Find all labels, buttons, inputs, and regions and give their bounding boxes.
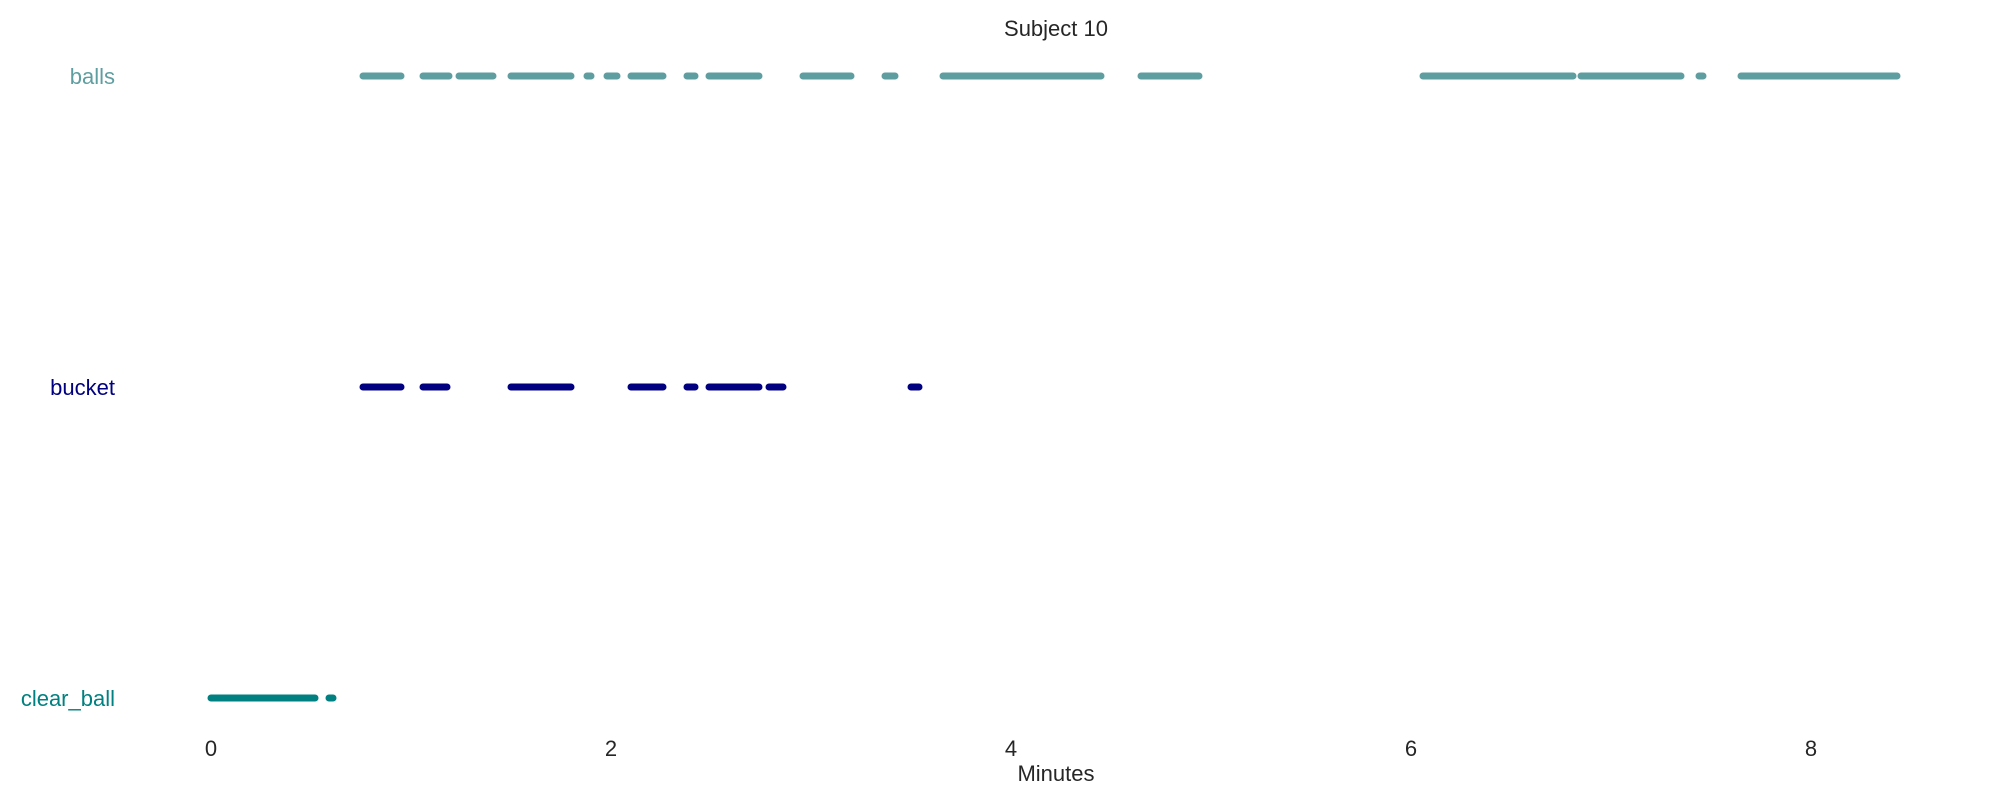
x-tick-label: 4 [1005,736,1017,761]
x-axis-ticks: 0 2 4 6 8 [205,736,1817,761]
x-axis-label: Minutes [1017,761,1094,786]
row-bucket: bucket [50,375,923,400]
rows-layer: balls bucket clear_ball [21,64,1901,711]
row-label: clear_ball [21,686,115,711]
row-clear-ball: clear_ball [21,686,337,711]
x-tick-label: 6 [1405,736,1417,761]
chart-title: Subject 10 [1004,16,1108,41]
row-balls: balls [70,64,1901,89]
x-tick-label: 8 [1805,736,1817,761]
x-tick-label: 0 [205,736,217,761]
row-label: balls [70,64,115,89]
x-tick-label: 2 [605,736,617,761]
row-label: bucket [50,375,115,400]
